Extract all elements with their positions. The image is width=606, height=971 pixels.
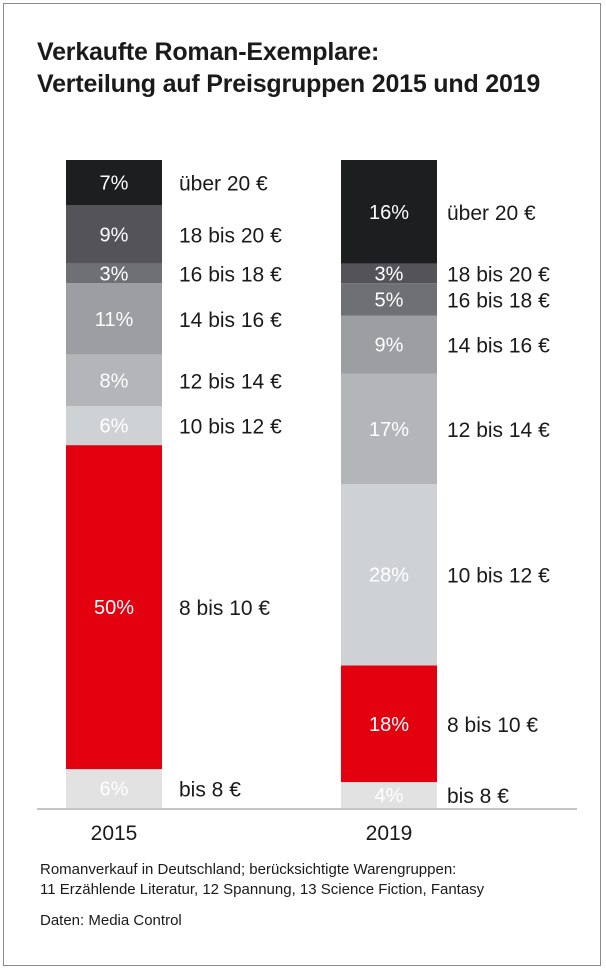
segment-value-label: 11% <box>95 309 134 331</box>
bar-segment-2019-bis-8 <box>341 782 437 808</box>
segment-value-label: 16% <box>369 202 409 224</box>
bar-segment-2015-12-14 <box>66 354 162 407</box>
segment-category-label: 12 bis 14 € <box>447 419 550 442</box>
segment-category-label: 14 bis 16 € <box>179 309 282 332</box>
segment-value-label: 7% <box>100 173 129 195</box>
segment-category-label: 16 bis 18 € <box>179 263 282 286</box>
segment-value-label: 18% <box>369 714 409 736</box>
segment-value-label: 50% <box>94 597 134 619</box>
segment-category-label: über 20 € <box>179 173 268 196</box>
segment-category-label: 8 bis 10 € <box>447 714 538 737</box>
bar-segment-2019-14-16 <box>341 315 437 374</box>
segment-category-label: 10 bis 12 € <box>179 416 282 439</box>
segment-category-label: 10 bis 12 € <box>447 565 550 588</box>
segment-value-label: 9% <box>375 335 404 357</box>
segment-category-label: 16 bis 18 € <box>447 289 550 312</box>
segment-category-label: 18 bis 20 € <box>447 263 550 286</box>
segment-value-label: 4% <box>375 785 404 807</box>
segment-value-label: 3% <box>100 263 129 285</box>
x-axis-tick-label: 2015 <box>91 822 138 845</box>
x-axis-tick-label: 2019 <box>366 822 413 845</box>
segment-value-label: 8% <box>100 370 129 392</box>
segment-category-label: 8 bis 10 € <box>179 597 270 620</box>
segment-category-label: 12 bis 14 € <box>179 370 282 393</box>
bar-segment-2019-16-18 <box>341 283 437 316</box>
chart-title: Verkaufte Roman-Exemplare: Verteilung au… <box>37 36 577 100</box>
bar-segment-2015-14-16 <box>66 283 162 355</box>
bar-segment-2019-uber-20 <box>341 160 437 264</box>
bar-segment-2019-18-20 <box>341 263 437 284</box>
segment-value-label: 5% <box>375 289 404 311</box>
footnote-line-1: Romanverkauf in Deutschland; berücksicht… <box>40 861 457 878</box>
chart-title-line-1: Verkaufte Roman-Exemplare: <box>37 38 380 66</box>
bar-segment-2015-18-20 <box>66 205 162 264</box>
segment-value-label: 6% <box>100 779 129 801</box>
bar-segment-2019-10-12 <box>341 484 437 666</box>
chart-frame <box>3 3 601 966</box>
segment-value-label: 6% <box>100 416 129 438</box>
segment-category-label: über 20 € <box>447 202 536 225</box>
footnote-line-2: 11 Erzählende Literatur, 12 Spannung, 13… <box>40 881 485 898</box>
segment-category-label: 14 bis 16 € <box>447 335 550 358</box>
chart-footnote: Romanverkauf in Deutschland; berücksicht… <box>40 860 580 900</box>
segment-category-label: bis 8 € <box>447 785 509 808</box>
bar-segment-2015-16-18 <box>66 263 162 284</box>
segment-value-label: 17% <box>369 419 409 441</box>
segment-value-label: 28% <box>369 565 409 587</box>
bar-segment-2015-uber-20 <box>66 160 162 206</box>
segment-category-label: 18 bis 20 € <box>179 225 282 248</box>
bar-segment-2019-8-10 <box>341 665 437 783</box>
chart-source: Daten: Media Control <box>40 912 182 929</box>
bar-segment-2015-bis-8 <box>66 769 162 808</box>
bar-segment-2015-10-12 <box>66 406 162 446</box>
bar-segment-2019-12-14 <box>341 373 437 484</box>
segment-value-label: 3% <box>375 263 404 285</box>
segment-value-label: 9% <box>100 225 129 247</box>
bar-segment-2015-8-10 <box>66 445 162 770</box>
chart-title-line-2: Verteilung auf Preisgruppen 2015 und 201… <box>37 70 541 98</box>
segment-category-label: bis 8 € <box>179 779 241 802</box>
